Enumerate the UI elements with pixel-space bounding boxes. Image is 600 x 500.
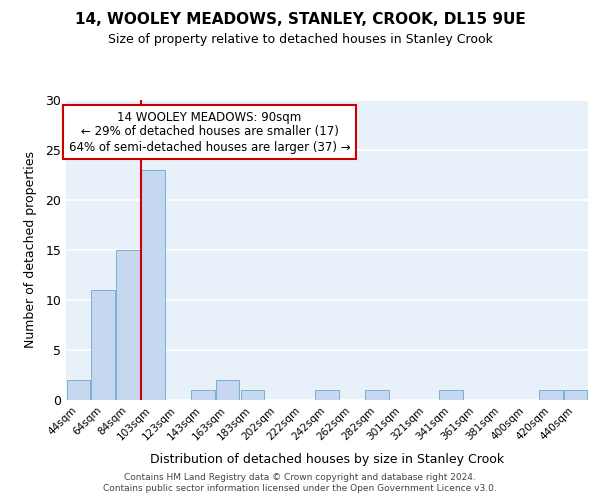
Text: Size of property relative to detached houses in Stanley Crook: Size of property relative to detached ho…	[107, 32, 493, 46]
Bar	[365, 390, 389, 400]
Bar	[564, 390, 587, 400]
X-axis label: Distribution of detached houses by size in Stanley Crook: Distribution of detached houses by size …	[150, 453, 504, 466]
Bar	[191, 390, 215, 400]
Bar	[216, 380, 239, 400]
Bar	[439, 390, 463, 400]
Text: 14, WOOLEY MEADOWS, STANLEY, CROOK, DL15 9UE: 14, WOOLEY MEADOWS, STANLEY, CROOK, DL15…	[74, 12, 526, 28]
Bar	[116, 250, 140, 400]
Y-axis label: Number of detached properties: Number of detached properties	[24, 152, 37, 348]
Bar	[141, 170, 165, 400]
Bar	[91, 290, 115, 400]
Text: Contains HM Land Registry data © Crown copyright and database right 2024.: Contains HM Land Registry data © Crown c…	[124, 472, 476, 482]
Bar	[539, 390, 563, 400]
Bar	[315, 390, 339, 400]
Bar	[67, 380, 90, 400]
Bar	[241, 390, 264, 400]
Text: 14 WOOLEY MEADOWS: 90sqm
← 29% of detached houses are smaller (17)
64% of semi-d: 14 WOOLEY MEADOWS: 90sqm ← 29% of detach…	[69, 110, 350, 154]
Text: Contains public sector information licensed under the Open Government Licence v3: Contains public sector information licen…	[103, 484, 497, 493]
